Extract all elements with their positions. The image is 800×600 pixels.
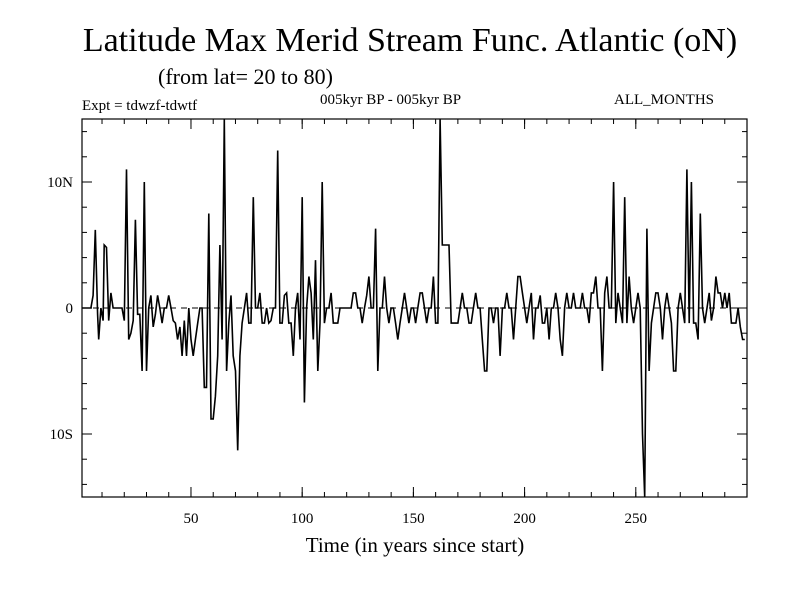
x-tick-label: 100 <box>291 511 314 527</box>
x-tick-labels: 50 100 150 200 250 <box>183 511 647 527</box>
x-axis-label: Time (in years since start) <box>306 533 525 557</box>
period-label: 005kyr BP - 005kyr BP <box>320 92 462 108</box>
x-tick-label: 200 <box>513 511 536 527</box>
y-tick-label: 0 <box>66 301 74 317</box>
experiment-label: Expt = tdwzf-tdwtf <box>82 98 198 114</box>
y-tick-labels: 10N 0 10S <box>47 175 73 443</box>
x-tick-label: 150 <box>402 511 425 527</box>
chart-subtitle: (from lat= 20 to 80) <box>158 64 333 89</box>
y-tick-label: 10S <box>50 427 73 443</box>
y-tick-label: 10N <box>47 175 73 191</box>
series-line <box>82 118 745 498</box>
x-tick-label: 250 <box>625 511 648 527</box>
months-label: ALL_MONTHS <box>614 92 714 108</box>
major-ticks <box>82 119 747 497</box>
chart-title: Latitude Max Merid Stream Func. Atlantic… <box>82 22 738 59</box>
x-tick-label: 50 <box>183 511 198 527</box>
